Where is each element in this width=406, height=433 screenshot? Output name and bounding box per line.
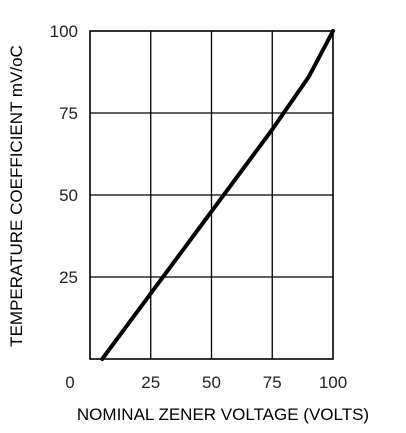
y-tick-labels: 25 50 75 100 [50,22,78,287]
y-tick-label: 75 [59,104,78,123]
series-layer [100,29,335,361]
x-tick-label: 75 [263,373,282,392]
series-line [100,29,335,361]
x-tick-labels: 0 25 50 75 100 [65,373,347,392]
y-axis-title: TEMPERATURE COEFFICIENT mV/oC [7,45,26,347]
plot-area-frame [89,30,334,360]
x-tick-label: 100 [319,373,347,392]
x-tick-label: 0 [65,373,74,392]
grid-lines [90,31,333,359]
y-tick-label: 50 [59,186,78,205]
x-axis-title: NOMINAL ZENER VOLTAGE (VOLTS) [77,405,369,424]
y-tick-label: 100 [50,22,78,41]
x-tick-label: 25 [141,373,160,392]
x-tick-label: 50 [202,373,221,392]
y-tick-label: 25 [59,268,78,287]
